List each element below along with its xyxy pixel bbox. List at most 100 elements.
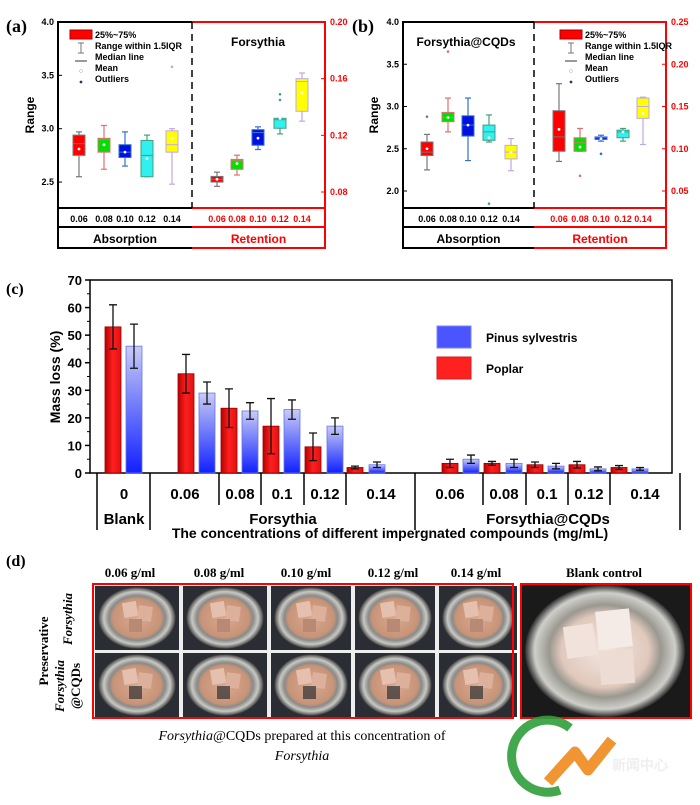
panel-label-b: (b) [352,16,374,37]
outlier-marker [425,115,429,118]
legend-label: 25%~75% [585,30,626,40]
error-bar [351,465,359,470]
y2-tick-label: 0.20 [671,59,689,69]
mean-marker [641,111,645,115]
box-plot [420,115,434,171]
category-label: 0.06 [550,214,568,224]
chart-c-ylabel: Mass loss (%) [47,331,63,424]
category-label: 0.12 [138,214,156,224]
mean-marker [123,150,127,154]
mean-marker [300,91,304,95]
mean-marker [77,147,81,151]
error-bar [594,466,602,472]
y2-tick-label: 0.25 [671,17,689,27]
box-plot [461,97,475,162]
wood-block [121,667,139,686]
jar-photo [271,586,351,650]
legend-label-poplar: Poplar [486,362,524,376]
y-tick-label: 2.0 [386,186,399,196]
group-label-absorption: Absorption [93,232,157,246]
blank-control-label: Blank control [566,565,642,580]
legend-c: Pinus sylvestris Poplar [436,325,578,380]
wood-block [477,605,494,622]
bar-pinus [198,392,216,474]
outlier-marker [278,92,282,96]
error-bar [267,397,275,455]
box-plot [230,154,244,176]
wood-block [209,667,227,686]
box-plot [482,114,496,205]
jar [98,654,176,716]
mean-marker [278,116,282,120]
y2-tick-label: 0.15 [671,102,689,112]
wood-block [136,605,153,622]
mean-marker [599,137,603,141]
wood-block [224,672,241,689]
wood-block [209,600,227,619]
category-label: 0.10 [592,214,610,224]
jar [274,654,348,716]
caption-line1: Forsythia@CQDs prepared at this concentr… [158,729,446,744]
outlier-marker [446,50,450,53]
legend-outlier-swatch [79,80,83,84]
box-plot [118,131,132,167]
wood-block [379,667,397,686]
wood-block [379,600,397,619]
logo-text: 新闻中心 [612,757,668,773]
legend-label: Outliers [95,74,129,84]
error-bar [488,460,496,466]
jar [274,587,348,649]
category-label: 0.14 [630,486,660,503]
category-label: 0.1 [272,486,293,503]
wood-block [387,686,400,699]
legend-label-pinus: Pinus sylvestris [486,331,578,345]
jar [186,587,264,649]
caption-line2: Forsythia [274,749,329,764]
y-tick-label: 50 [68,328,82,343]
iqr-box [295,78,309,112]
legend-swatch-poplar [436,356,472,380]
category-label: 0 [120,486,128,503]
error-bar [109,304,117,350]
box-chart-a: 2.53.03.54.00.080.120.160.200.06 0.060.08… [41,17,348,249]
error-bar [309,432,317,462]
legend-label: Mean [585,63,608,73]
y-tick-label: 30 [68,383,82,398]
category-label: 0.12 [614,214,632,224]
wood-block [217,619,230,632]
blank-control-photo [520,583,692,719]
mean-marker [509,150,513,154]
category-label: 0.1 [537,486,558,503]
chart-a-title: Forsythia [231,35,285,49]
category-label: 0.06 [208,214,226,224]
category-label: 0.14 [293,214,311,224]
category-label: 0.06 [435,486,464,503]
box-plot [636,96,650,146]
legend-outlier-swatch [569,80,573,84]
box-plot [573,127,587,178]
legend-label: Median line [585,52,634,62]
y-tick-label: 2.5 [41,177,54,187]
wood-block [295,600,313,619]
wood-block [224,605,241,622]
y2-tick-label: 0.10 [671,144,689,154]
mean-marker [557,127,561,131]
legend-swatch-pinus [436,325,472,349]
wood-block [303,686,316,699]
y2-tick-label: 0.20 [330,17,348,27]
mean-marker [621,130,625,134]
group-label: Forsythia@CQDs [486,511,610,528]
outlier-marker [578,174,582,178]
legend-mean-swatch [79,69,83,73]
error-bar [288,399,296,420]
jar-photo [95,586,179,650]
y-tick-label: 3.5 [386,59,399,69]
category-label: 0.12 [310,486,339,503]
category-label: 0.12 [271,214,289,224]
mean-marker [215,177,219,181]
wood-block [129,619,142,632]
box-plot [273,92,287,135]
y-tick-label: 70 [68,273,82,288]
error-bar [467,454,475,464]
